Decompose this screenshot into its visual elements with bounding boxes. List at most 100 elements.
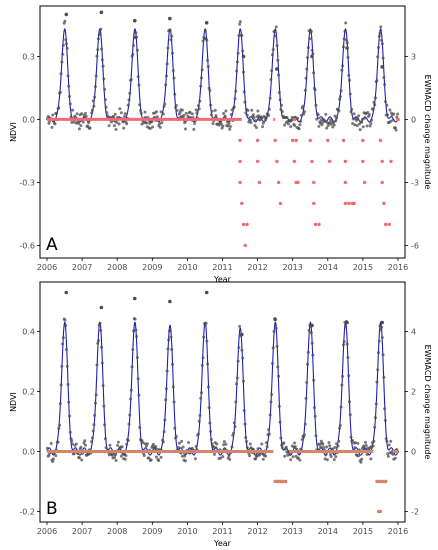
ndvi-point [298, 123, 302, 127]
ndvi-point [210, 109, 214, 113]
ndvi-point [381, 353, 385, 357]
ndvi-point [175, 108, 179, 112]
ndvi-point [366, 111, 370, 115]
ndvi-point [66, 382, 70, 386]
ndvi-point [196, 432, 200, 436]
ndvi-point [391, 452, 395, 456]
ndvi-point [341, 64, 345, 68]
ndvi-point [221, 124, 225, 128]
ndvi-point [159, 455, 163, 459]
ndvi-point [194, 444, 198, 448]
ndvi-point [341, 45, 345, 49]
ndvi-point [91, 99, 95, 103]
x-axis-title: Year [213, 539, 232, 548]
change-point [257, 180, 262, 185]
ndvi-point [118, 107, 122, 111]
ndvi-point [119, 454, 123, 458]
ndvi-point [206, 58, 210, 62]
ndvi-point [329, 122, 333, 126]
x-tick-label: 2016 [388, 263, 408, 272]
ndvi-point [234, 400, 238, 404]
ndvi-point [101, 64, 105, 68]
x-tick-label: 2010 [177, 527, 197, 536]
change-point [276, 180, 281, 185]
ndvi-point [154, 110, 158, 114]
ndvi-point [324, 453, 328, 457]
x-tick-label: 2011 [212, 263, 232, 272]
ndvi-point [338, 423, 342, 427]
ndvi-point [356, 441, 360, 445]
change-point [347, 201, 351, 206]
ndvi-point [100, 58, 104, 62]
ndvi-point [204, 321, 208, 325]
ndvi-point [238, 324, 242, 328]
ndvi-point [205, 38, 209, 42]
ndvi-point [128, 91, 132, 95]
ndvi-point [347, 374, 351, 378]
ndvi-point [60, 364, 64, 368]
ndvi-point [232, 421, 236, 425]
ndvi-point [98, 32, 102, 36]
ndvi-point [113, 453, 117, 457]
ndvi-point [261, 125, 265, 129]
ndvi-point [75, 112, 79, 116]
ndvi-point [219, 122, 223, 126]
ndvi-point [96, 37, 100, 41]
ndvi-point [380, 335, 384, 339]
ndvi-point [296, 456, 300, 460]
ndvi-point [90, 111, 94, 115]
y2-tick-label: 4 [411, 328, 416, 337]
ndvi-point [141, 441, 145, 445]
ndvi-point [299, 113, 303, 117]
ndvi-point [90, 436, 94, 440]
ndvi-point [138, 109, 142, 112]
x-tick-label: 2013 [283, 263, 303, 272]
y2-tick-label: 2 [411, 388, 416, 397]
ndvi-point [129, 397, 133, 401]
change-point [378, 138, 383, 143]
ndvi-point [318, 442, 322, 446]
ndvi-point [315, 117, 319, 121]
ndvi-point [198, 99, 202, 103]
ndvi-point [50, 125, 54, 129]
x-tick-label: 2014 [318, 527, 338, 536]
ndvi-point [212, 445, 216, 449]
ndvi-point [241, 49, 245, 53]
ndvi-point [173, 426, 177, 430]
x-tick-label: 2010 [177, 263, 197, 272]
ndvi-point [267, 114, 271, 118]
ndvi-point [364, 443, 368, 447]
ndvi-point [145, 444, 149, 448]
ndvi-point [308, 37, 312, 41]
ndvi-point [267, 107, 271, 111]
ndvi-point [211, 122, 215, 126]
ndvi-point [338, 97, 342, 101]
ndvi-point [59, 72, 63, 76]
ndvi-point [101, 384, 105, 388]
ndvi-point [173, 92, 177, 96]
ndvi-point [242, 90, 246, 94]
ndvi-point [380, 38, 384, 42]
change-point [343, 159, 348, 164]
ndvi-point [274, 323, 277, 327]
ndvi-point [142, 454, 146, 458]
ndvi-point [228, 127, 232, 131]
ndvi-point [311, 52, 315, 56]
ndvi-point [107, 453, 111, 457]
y2-tick-label: 0 [411, 448, 416, 457]
x-tick-label: 2007 [72, 527, 92, 536]
ndvi-point [373, 103, 377, 107]
ndvi-point [340, 383, 344, 387]
ndvi-point [345, 342, 349, 346]
ndvi-point [270, 53, 274, 57]
ndvi-point [386, 454, 390, 458]
ndvi-point [177, 446, 181, 449]
ndvi-point [303, 422, 307, 426]
y2-tick-label: -2 [411, 508, 419, 517]
ndvi-point [316, 113, 320, 117]
ndvi-point [58, 90, 62, 94]
ndvi-point [57, 106, 61, 110]
ndvi-point [357, 114, 361, 118]
ndvi-point [382, 76, 386, 80]
ndvi-point [371, 107, 375, 111]
